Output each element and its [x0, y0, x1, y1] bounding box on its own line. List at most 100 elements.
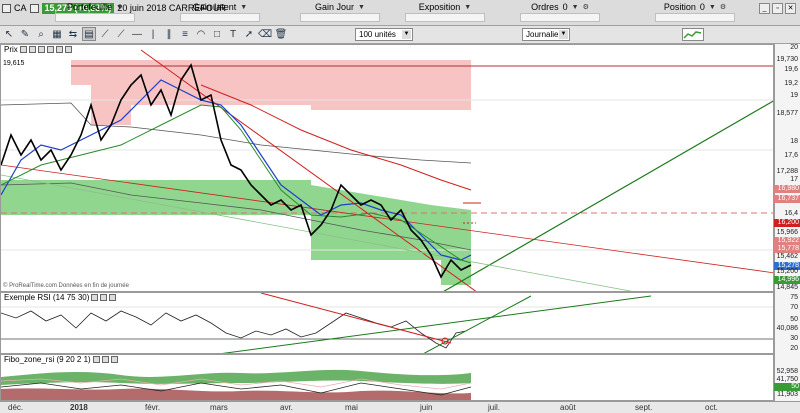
bar-style-icon[interactable]: ▤: [82, 27, 96, 41]
rsi-axis[interactable]: 75 70 50 40,086 30 20: [774, 292, 800, 354]
sort-icon[interactable]: ▼: [464, 4, 472, 11]
axis-label: 15,966: [776, 229, 798, 236]
period-select[interactable]: Journalier ▼: [522, 28, 570, 41]
panel-title: Fibo_zone_rsi (9 20 2 1): [4, 355, 91, 364]
axis-label: 14,845: [776, 284, 798, 291]
date-label: mai: [345, 403, 358, 412]
axis-marker: 15,778: [774, 245, 800, 253]
price-axis[interactable]: 20 19,730 19,6 19,2 19 18,577 18 17,6 17…: [774, 44, 800, 292]
panel-menu-icon[interactable]: [19, 46, 27, 53]
price-panel-header: Prix: [2, 45, 74, 54]
stat-bar: [180, 13, 260, 22]
axis-label: 75: [790, 294, 798, 301]
fibo-panel[interactable]: Fibo_zone_rsi (9 20 2 1): [0, 354, 774, 401]
restore-icon[interactable]: ▫: [772, 3, 783, 14]
stat-value: 0: [562, 2, 568, 12]
date-axis[interactable]: déc. 2018 févr. mars avr. mai juin juil.…: [0, 401, 800, 413]
trend-line-icon[interactable]: ⟋: [101, 28, 109, 40]
panel-edit-icon[interactable]: [101, 356, 109, 363]
sort-icon[interactable]: ▼: [358, 4, 365, 11]
date-label: sept.: [635, 403, 653, 412]
axis-label: 11,903: [777, 391, 798, 398]
panel-edit-icon[interactable]: [28, 46, 36, 53]
stat-ordres[interactable]: Ordres 0 ▼ ⚙: [520, 2, 600, 24]
stat-exposition[interactable]: Exposition ▼: [405, 2, 485, 24]
rsi-downtrend: [260, 293, 452, 344]
stat-gain-latent[interactable]: Gain latent ▼: [180, 2, 260, 24]
text-icon[interactable]: T: [229, 28, 237, 40]
panel-settings-icon[interactable]: [55, 46, 63, 53]
ray-line-icon[interactable]: ⟋: [117, 28, 125, 40]
panel-edit-icon[interactable]: [100, 294, 108, 301]
rsi-line: [1, 310, 467, 349]
minimize-icon[interactable]: _: [759, 3, 770, 14]
axis-label: 17: [790, 176, 798, 183]
stat-label: Portefeuille: [67, 2, 113, 12]
arc-icon[interactable]: ◠: [196, 28, 206, 40]
pin-icon[interactable]: [2, 3, 11, 13]
stat-position[interactable]: Position 0 ▼ ⚙: [655, 2, 735, 24]
chart-type-select[interactable]: [682, 28, 704, 41]
panel-add-icon[interactable]: [46, 46, 54, 53]
fibo-axis[interactable]: 52,958 41,750 50 11,903: [774, 354, 800, 401]
date-label: mars: [210, 403, 228, 412]
settings-icon[interactable]: ⚙: [719, 4, 727, 11]
pencil-icon[interactable]: ✎: [20, 28, 30, 40]
stat-gain-jour[interactable]: Gain Jour ▼: [300, 2, 380, 24]
rsi-panel[interactable]: Exemple RSI (14 75 30): [0, 292, 774, 354]
zoom-icon[interactable]: ⌕: [38, 28, 44, 40]
grid-icon[interactable]: ▦: [52, 28, 62, 40]
eraser-icon[interactable]: ⌫: [257, 28, 273, 40]
rsi-chart[interactable]: [1, 293, 774, 354]
panel-grid-icon[interactable]: [64, 46, 72, 53]
price-panel[interactable]: Prix 19,615 © ProRealTime.com Données en…: [0, 44, 774, 292]
channel-icon[interactable]: ∥: [166, 28, 172, 40]
axis-label: 50: [790, 316, 798, 323]
fibonacci-icon[interactable]: ≡: [182, 28, 188, 40]
date-label: févr.: [145, 403, 161, 412]
axis-label: 19,730: [776, 56, 798, 63]
axis-marker: 15,922: [774, 237, 800, 245]
panel-close-icon[interactable]: [110, 356, 118, 363]
quantity-select[interactable]: 100 unités ▼: [355, 28, 413, 41]
panel-close-icon[interactable]: [37, 46, 45, 53]
stat-label: Gain latent: [192, 2, 237, 12]
panel-menu-icon[interactable]: [91, 294, 99, 301]
price-chart[interactable]: [1, 45, 774, 292]
fibo-chart[interactable]: [1, 355, 774, 401]
fibo-line: [1, 382, 472, 396]
cursor-icon[interactable]: ↖: [4, 28, 14, 40]
red-moving-average: [200, 84, 472, 191]
axis-label: 19: [790, 92, 798, 99]
sort-icon[interactable]: ▼: [708, 4, 716, 11]
rectangle-icon[interactable]: □: [213, 28, 221, 40]
fibo-upper-zone: [1, 369, 471, 385]
rsi-uptrend: [222, 295, 652, 353]
sort-icon[interactable]: ▼: [571, 4, 579, 11]
instrument-title: 20 juin 2018 CARREFOUR: [117, 3, 226, 13]
lower-band: [1, 182, 472, 251]
panel-title: Prix: [4, 45, 18, 54]
close-icon[interactable]: ✕: [785, 3, 796, 14]
trash-icon[interactable]: 🗑: [274, 28, 288, 40]
panel-close-icon[interactable]: [109, 294, 117, 301]
date-label: juin: [420, 403, 433, 412]
stat-label: Position: [663, 2, 696, 12]
panel-menu-icon[interactable]: [92, 356, 100, 363]
instrument-menu-icon[interactable]: [29, 3, 39, 13]
sort-icon[interactable]: ▼: [116, 4, 123, 11]
axis-label: 15,462: [776, 253, 798, 260]
current-price-marker: 15,278: [774, 262, 800, 270]
downtrend-line: [1, 164, 773, 274]
price-badge: 15,278 (+0,33%): [41, 2, 115, 14]
arrow-icon[interactable]: ➚: [244, 28, 254, 40]
fibo-lower-zone: [1, 388, 471, 400]
vertical-line-icon[interactable]: |: [151, 28, 155, 40]
sort-icon[interactable]: ▼: [240, 4, 248, 11]
uptrend-line: [443, 100, 773, 291]
upper-band: [1, 102, 472, 164]
compare-icon[interactable]: ⇆: [68, 28, 78, 40]
horizontal-line-icon[interactable]: ―: [132, 28, 142, 40]
settings-icon[interactable]: ⚙: [582, 4, 589, 11]
stat-portefeuille[interactable]: Portefeuille ▼: [55, 2, 135, 24]
